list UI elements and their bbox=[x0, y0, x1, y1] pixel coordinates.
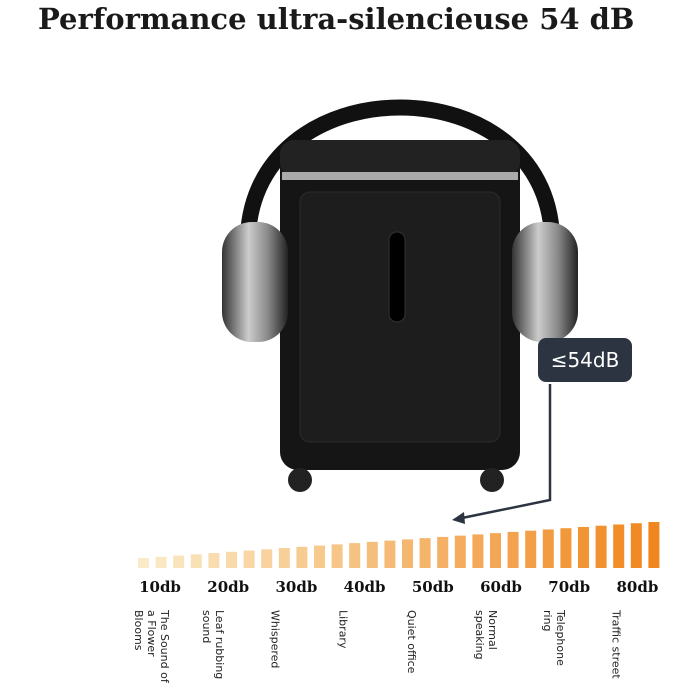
level-description: Traffic street bbox=[609, 610, 623, 679]
scale-bar bbox=[366, 541, 378, 568]
level-description: Normal speaking bbox=[473, 610, 499, 660]
scale-bar bbox=[402, 539, 413, 568]
scale-bar bbox=[138, 558, 149, 568]
title: Performance ultra-silencieuse 54 dB bbox=[38, 2, 635, 36]
scale-bar bbox=[173, 555, 185, 568]
scale-bar bbox=[525, 530, 537, 568]
scale-bar bbox=[243, 550, 255, 568]
scale-bar bbox=[226, 551, 237, 568]
arrow-head bbox=[452, 512, 465, 524]
noise-badge: ≤54dB bbox=[538, 338, 632, 382]
wheel bbox=[288, 468, 312, 492]
pointer-arrow bbox=[461, 384, 552, 520]
scale-bar bbox=[542, 529, 554, 568]
scale-bar bbox=[437, 536, 449, 568]
headband bbox=[239, 99, 561, 251]
scale-bar bbox=[349, 543, 361, 568]
level-label: 60db bbox=[480, 578, 522, 596]
noise-scale-bars bbox=[138, 522, 660, 568]
wheel bbox=[480, 468, 504, 492]
level-description: Leaf rubbing sound bbox=[200, 610, 227, 680]
level-description: Telephone ring bbox=[541, 610, 568, 666]
level-label: 50db bbox=[411, 578, 454, 596]
level-label: 80db bbox=[616, 578, 659, 596]
scale-bar bbox=[419, 538, 431, 568]
scale-bar bbox=[507, 531, 519, 568]
shredder-lid bbox=[280, 140, 520, 176]
level-label: 10db bbox=[139, 578, 181, 596]
level-description: Whispered bbox=[268, 610, 282, 669]
earcup-left bbox=[222, 222, 288, 342]
lid-trim bbox=[282, 172, 518, 180]
scale-bar bbox=[278, 548, 290, 568]
level-label: 40db bbox=[343, 578, 386, 596]
level-label: 70db bbox=[548, 578, 591, 596]
earcup-right bbox=[512, 222, 578, 342]
level-label: 30db bbox=[275, 578, 318, 596]
bin-window bbox=[388, 231, 406, 323]
level-description: The Sound of a Flower Blooms bbox=[132, 610, 171, 683]
scale-bar bbox=[331, 544, 343, 568]
scale-bar bbox=[630, 523, 642, 568]
scale-bar bbox=[560, 528, 572, 568]
scale-bar bbox=[155, 556, 167, 568]
level-description: Library bbox=[336, 610, 350, 649]
scale-bar bbox=[261, 549, 273, 568]
scale-bar bbox=[490, 533, 501, 568]
scale-bar bbox=[314, 545, 325, 568]
level-description: Quiet office bbox=[404, 610, 418, 674]
scale-bar bbox=[208, 553, 220, 568]
scale-bar bbox=[595, 525, 607, 568]
scale-bar bbox=[454, 535, 466, 568]
scale-bar bbox=[648, 522, 660, 568]
scale-bar bbox=[472, 534, 484, 568]
scale-bar bbox=[384, 540, 396, 568]
scale-bar bbox=[190, 554, 202, 568]
scale-bar bbox=[613, 524, 625, 568]
scale-bar bbox=[296, 546, 308, 568]
scale-bar bbox=[578, 526, 589, 568]
level-label: 20db bbox=[207, 578, 250, 596]
